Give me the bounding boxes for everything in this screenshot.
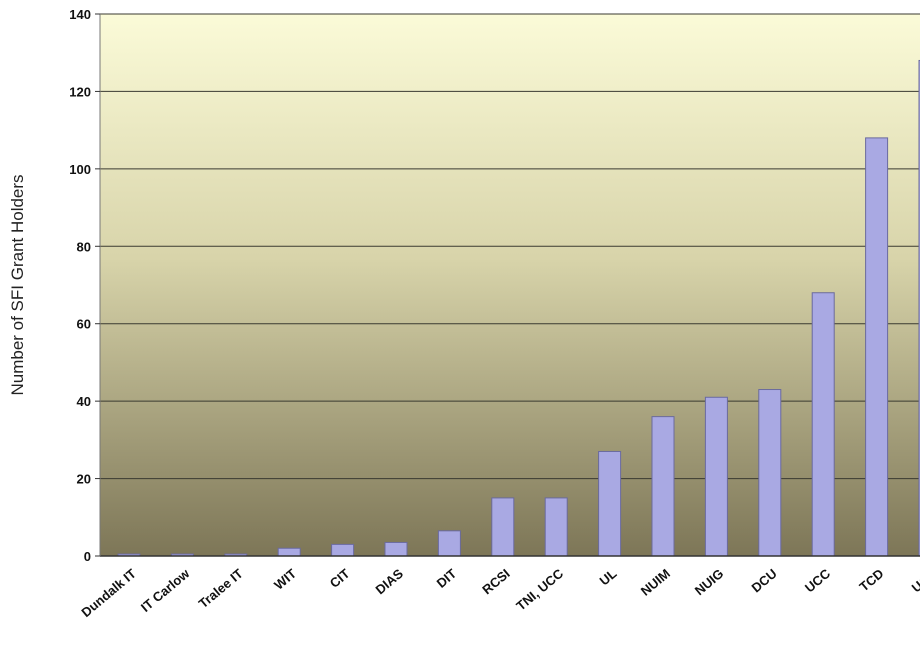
x-tick-label: NUIG <box>692 566 727 598</box>
bar <box>437 530 461 557</box>
y-tick-label: 80 <box>77 239 91 254</box>
plot-area <box>100 14 920 556</box>
bar <box>811 292 835 557</box>
bar <box>704 396 728 557</box>
x-tick-label: DCU <box>749 566 780 596</box>
y-tick-label: 60 <box>77 317 91 332</box>
bar <box>544 497 568 557</box>
x-tick-label: NUIM <box>638 566 673 599</box>
x-tick-label: RCSI <box>479 566 512 597</box>
x-tick-label: DIT <box>434 566 460 591</box>
y-tick-labels: 0 20 40 60 80 100 120 140 <box>69 7 100 564</box>
y-tick-label: 20 <box>77 472 91 487</box>
y-axis-label: Number of SFI Grant Holders <box>8 174 27 395</box>
x-tick-label: UL <box>597 566 620 589</box>
y-tick-label: 120 <box>69 84 91 99</box>
x-tick-label: TCD <box>856 566 886 595</box>
x-tick-label: Tralee IT <box>196 566 246 611</box>
x-tick-label: IT Carlow <box>138 565 193 615</box>
bar <box>598 450 622 557</box>
bar <box>651 416 675 557</box>
y-tick-label: 100 <box>69 162 91 177</box>
bar <box>384 541 408 557</box>
bar <box>865 137 889 557</box>
bar-series <box>117 59 920 557</box>
x-tick-label: UCD <box>909 566 920 596</box>
y-tick-label: 40 <box>77 394 91 409</box>
x-tick-label: Dundalk IT <box>78 566 139 620</box>
bar <box>331 543 355 557</box>
x-tick-label: DIAS <box>372 566 406 598</box>
x-tick-label: CIT <box>327 566 353 591</box>
bar <box>758 389 782 557</box>
gridlines <box>100 13 920 480</box>
y-tick-label: 0 <box>84 549 91 564</box>
bar <box>491 497 515 557</box>
x-tick-label: TNI, UCC <box>513 565 566 613</box>
x-tick-label: WIT <box>271 566 299 593</box>
y-tick-label: 140 <box>69 7 91 22</box>
x-tick-label: UCC <box>802 565 834 595</box>
bar <box>277 547 301 557</box>
